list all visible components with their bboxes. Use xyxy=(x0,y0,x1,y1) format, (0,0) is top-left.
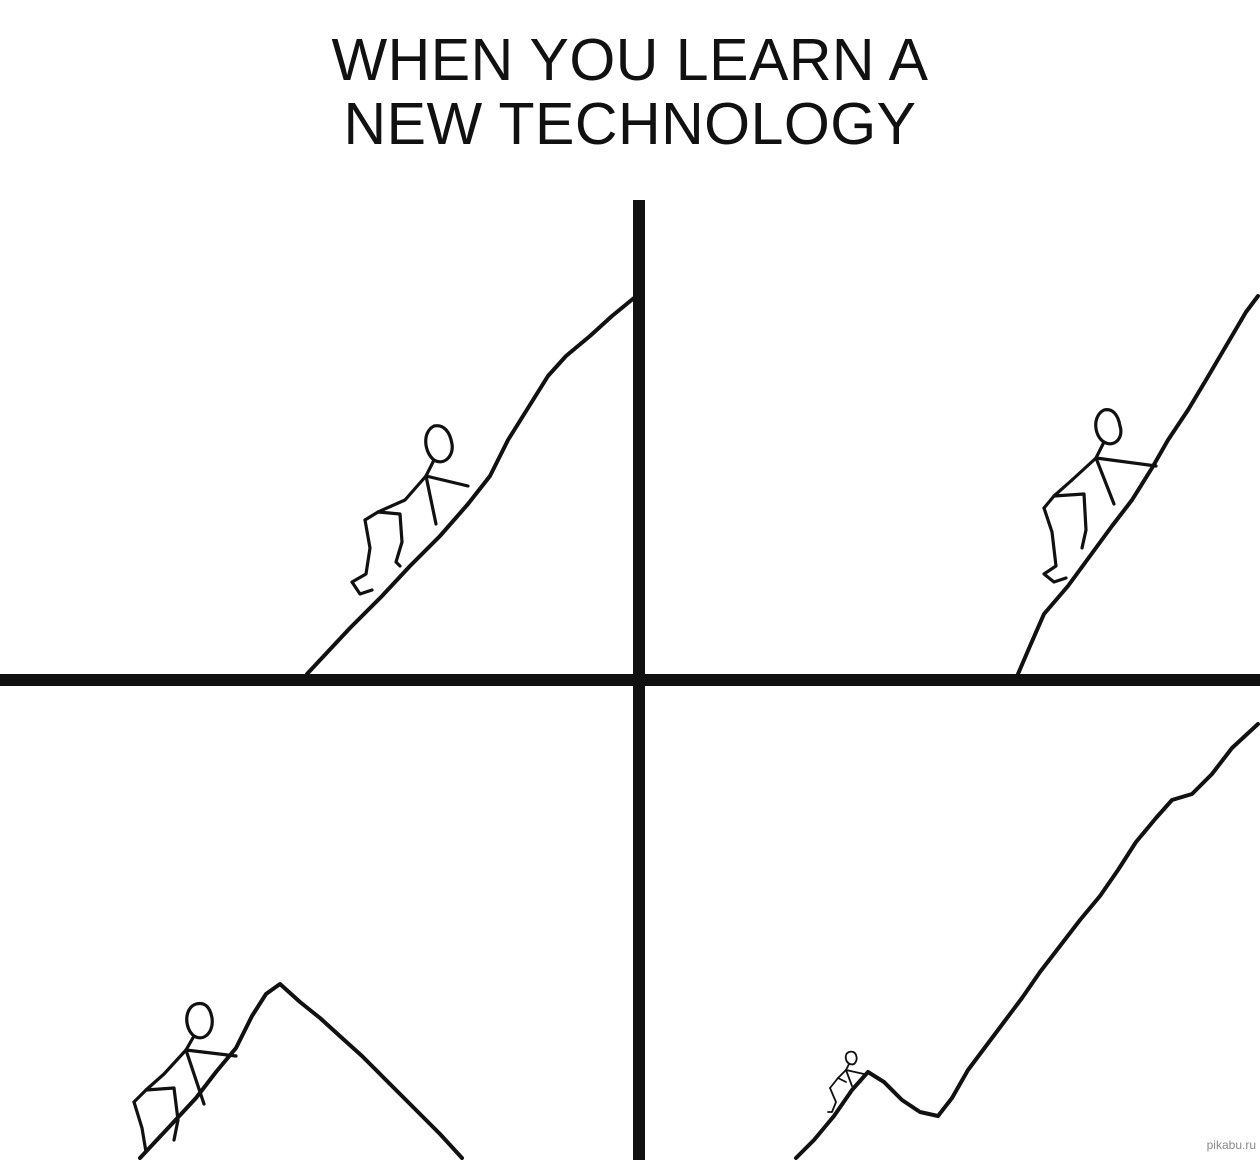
figure-leg-back xyxy=(132,1100,148,1160)
figure-neck xyxy=(184,1034,196,1052)
stick-figure xyxy=(132,1001,238,1160)
figure-neck xyxy=(845,1063,850,1071)
figure-leg-front xyxy=(144,1086,180,1142)
figure-arm xyxy=(845,1069,865,1087)
mountain-line xyxy=(794,722,1260,1160)
figure-leg-back xyxy=(1042,506,1068,584)
figure-arm xyxy=(184,1048,238,1106)
panel-bottom-left xyxy=(132,982,464,1160)
figure-neck xyxy=(1094,440,1106,460)
figure-head xyxy=(1094,408,1123,446)
watermark: pikabu.ru xyxy=(1206,1138,1256,1152)
figure-arm xyxy=(1094,456,1158,506)
title-line-2: NEW TECHNOLOGY xyxy=(343,91,917,157)
figure-leg xyxy=(827,1077,847,1113)
meme-title: WHEN YOU LEARN A NEW TECHNOLOGY xyxy=(0,28,1260,156)
figure-leg-front xyxy=(1052,492,1088,550)
figure-leg-front xyxy=(376,510,404,568)
slope-line xyxy=(1016,294,1260,676)
figure-arm xyxy=(424,474,470,526)
panel-top-right xyxy=(1016,294,1260,676)
figure-torso xyxy=(132,1048,188,1104)
figure-neck xyxy=(424,458,436,478)
figure-torso xyxy=(1042,456,1098,510)
title-line-1: WHEN YOU LEARN A xyxy=(331,27,929,93)
stick-figure xyxy=(1042,408,1158,584)
slope-line xyxy=(305,296,636,676)
stick-figure xyxy=(827,1050,865,1113)
figure-head xyxy=(185,1001,214,1040)
peak-line xyxy=(138,982,464,1160)
panel-top-left xyxy=(305,296,636,676)
figure-head xyxy=(844,1050,858,1066)
figure-torso xyxy=(363,474,428,522)
figure-head xyxy=(424,424,454,464)
figure-leg-back xyxy=(350,518,374,596)
stick-figure xyxy=(350,424,470,596)
panel-bottom-right xyxy=(794,722,1260,1160)
